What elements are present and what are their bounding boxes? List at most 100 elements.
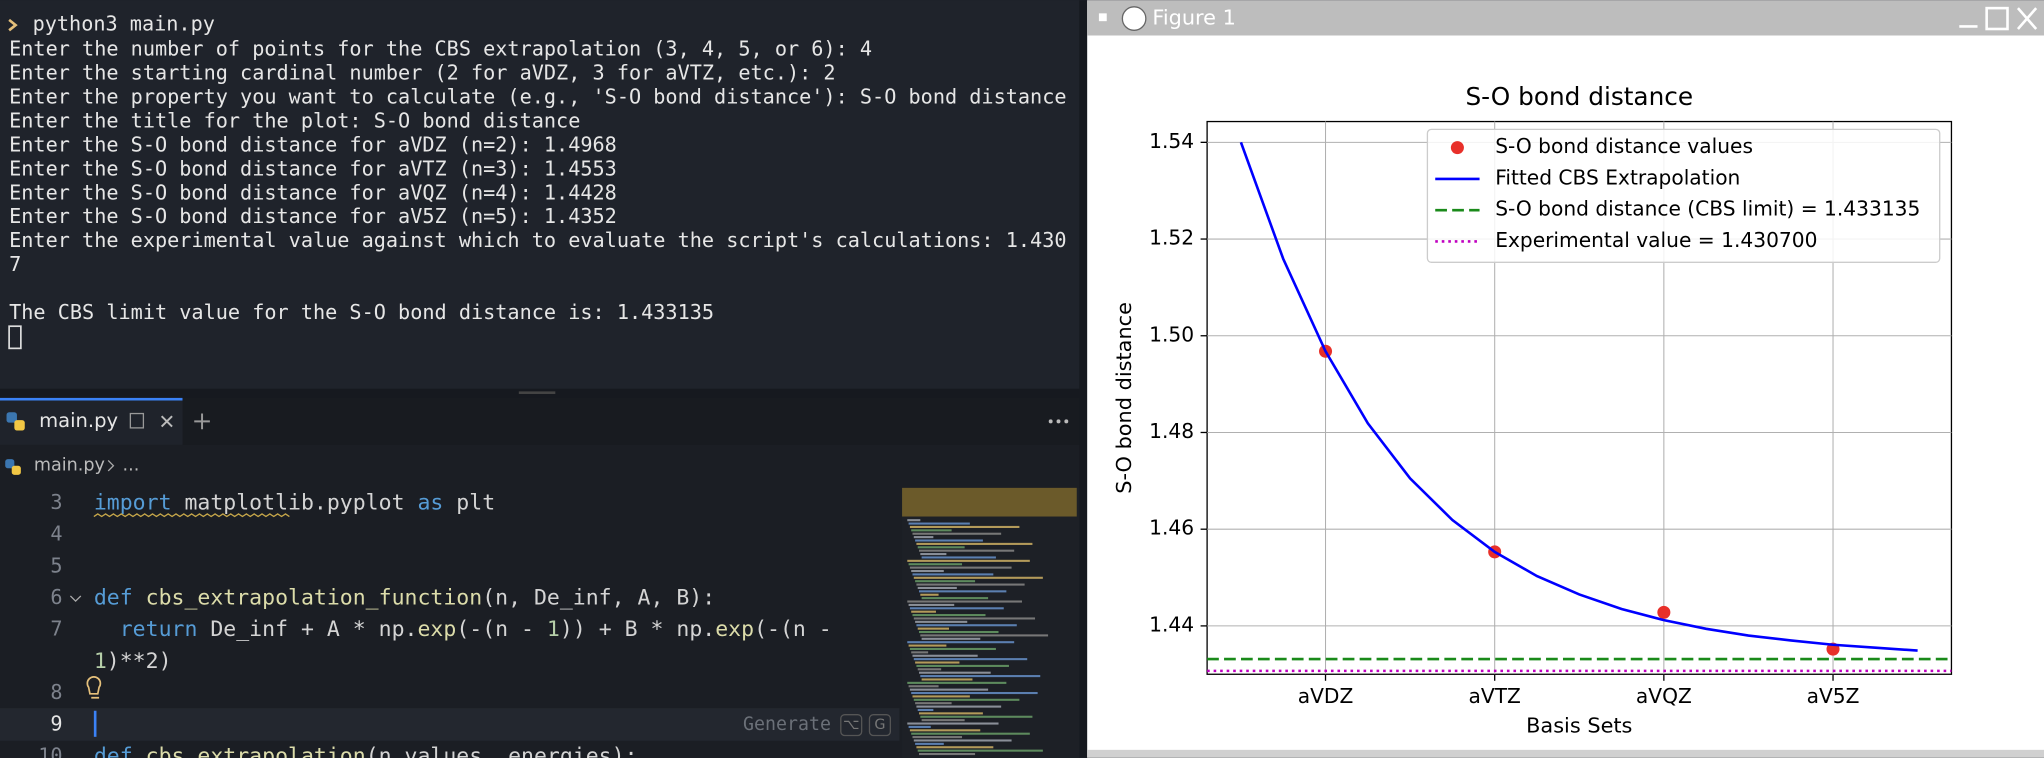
window-menu-icon[interactable] (1098, 13, 1107, 22)
minimap-line (909, 525, 1020, 528)
maximize-button[interactable] (1985, 6, 2009, 31)
minimap-line (916, 746, 994, 749)
python-icon (6, 412, 25, 431)
legend-marker (1450, 141, 1464, 155)
terminal-panel (0, 0, 1080, 389)
minimap-line (916, 624, 1017, 627)
minimap-line (908, 563, 963, 566)
text-caret (93, 710, 97, 737)
breadcrumb-separator (107, 460, 115, 472)
window-gap (1079, 0, 1088, 758)
tab-label: main.py (39, 409, 118, 432)
minimap-line (907, 559, 1030, 562)
minimap-line (917, 586, 957, 590)
minimap-line (917, 546, 965, 549)
terminal-line: Enter the title for the plot: S-O bond d… (9, 108, 580, 132)
minimap-line (907, 681, 1007, 684)
minimap-line (913, 536, 934, 539)
more-icon[interactable] (1048, 419, 1069, 424)
minimap-line (909, 566, 1012, 569)
code-token: )) + B * np. (560, 617, 715, 642)
minimap-line (912, 614, 986, 617)
window-title: Figure 1 (1152, 6, 1236, 30)
minimap-line (919, 712, 983, 715)
data-point (1657, 605, 1671, 619)
minimap-line (915, 539, 983, 542)
minimap-line (917, 668, 942, 671)
y-tick-label: 1.46 (1149, 516, 1194, 540)
minimap-line (908, 522, 970, 525)
code-token: 1 (547, 617, 560, 642)
minimap-line (911, 610, 936, 613)
legend-label: Experimental value = 1.430700 (1495, 228, 1817, 252)
lightbulb-icon[interactable] (86, 676, 102, 699)
minimap-line (912, 532, 1002, 535)
x-tick-label: aVDZ (1298, 684, 1354, 708)
code-token: def (94, 586, 133, 611)
minimap-line (912, 736, 963, 739)
current-line-highlight (0, 708, 900, 741)
legend-box (1426, 128, 1941, 263)
code-token: matplotlib.pyplot (172, 490, 418, 515)
close-button[interactable] (2016, 7, 2038, 30)
preview-icon[interactable] (129, 412, 145, 429)
minimap-line (920, 715, 1033, 718)
tab[interactable] (0, 397, 183, 445)
key-box (840, 714, 863, 737)
line-number: 6 (50, 585, 62, 609)
y-axis-label: S-O bond distance (1112, 302, 1136, 494)
minimap-line (907, 519, 921, 522)
code-token: import (94, 490, 172, 515)
minimap-line (911, 529, 952, 532)
terminal-line: Enter the S-O bond distance for aV5Z (n=… (9, 204, 617, 228)
code-token: De_inf + A * np. (197, 617, 417, 642)
tab-close-icon[interactable] (160, 415, 173, 428)
code-token: cbs_extrapolation_function (133, 586, 483, 611)
minimap-line (907, 641, 1015, 644)
minimap-line (915, 580, 976, 583)
minimap-line (915, 661, 960, 664)
x-tick-label: aV5Z (1807, 684, 1860, 708)
minimap-line (921, 597, 989, 600)
minimap-line (920, 593, 939, 596)
code-token: def (94, 744, 133, 758)
chart-title: S-O bond distance (1465, 82, 1693, 111)
line-number: 4 (50, 522, 62, 546)
divider-handle (518, 391, 556, 394)
code-line: import matplotlib.pyplot as plt (94, 490, 495, 515)
minimap-line (907, 722, 999, 725)
code-token: return (94, 617, 198, 642)
minimap-line (921, 556, 996, 559)
minimap-line (911, 732, 1030, 735)
minimap-line (911, 691, 1038, 695)
minimap-line (913, 658, 1028, 661)
figure-window (1087, 0, 2044, 758)
breadcrumb-item: ... (123, 456, 140, 476)
code-token: (-(n - (754, 617, 832, 642)
terminal-line: Enter the starting cardinal number (2 fo… (9, 60, 835, 84)
legend-label: S-O bond distance values (1495, 134, 1753, 158)
line-number: 10 (38, 743, 62, 758)
x-axis-label: Basis Sets (1526, 713, 1632, 737)
x-tick-label: aVTZ (1469, 684, 1521, 708)
terminal-line: Enter the experimental value against whi… (9, 228, 1066, 252)
code-token: (n_values, energies): (366, 744, 638, 758)
minimap-line (913, 617, 1036, 620)
x-tick-label: aVQZ (1636, 684, 1692, 708)
code-token: exp (417, 617, 456, 642)
terminal-line: Enter the number of points for the CBS e… (9, 36, 872, 60)
code-line: def cbs_extrapolation_function(n, De_inf… (94, 586, 715, 611)
minimap-line (916, 705, 1002, 708)
code-token: (n, De_inf, A, B): (482, 586, 715, 611)
minimap-line (917, 749, 1043, 752)
minimap-line (920, 675, 1041, 678)
editor-panel (0, 397, 1080, 758)
minimap-line (917, 627, 949, 630)
key-box (868, 714, 891, 737)
line-number: 8 (50, 680, 62, 704)
minimap-line (919, 752, 976, 756)
minimap-line (909, 729, 981, 732)
y-tick-label: 1.50 (1149, 322, 1194, 346)
fit-line (1239, 141, 1918, 652)
new-tab-icon[interactable] (194, 413, 210, 430)
